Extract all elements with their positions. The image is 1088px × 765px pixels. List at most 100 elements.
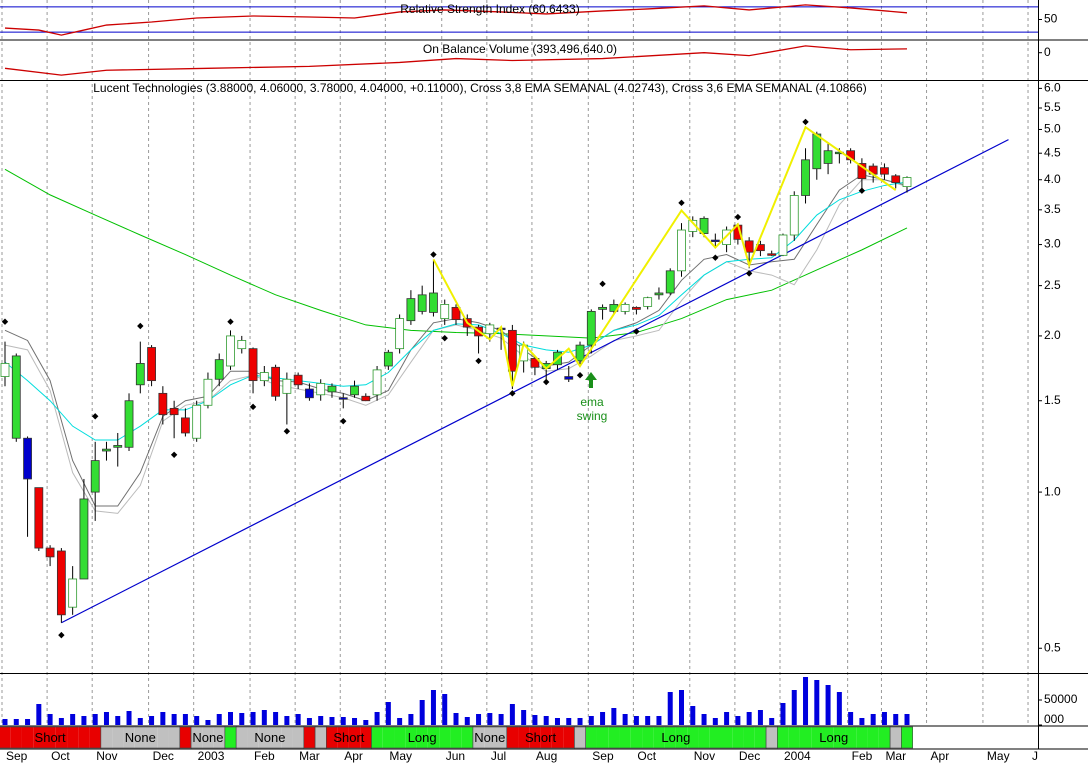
annotation-arrow — [585, 372, 597, 388]
pivot-marker — [678, 199, 685, 207]
pivot-marker — [227, 318, 234, 325]
y-tick-label: 4.5 — [1044, 145, 1061, 159]
pivot-marker — [170, 451, 178, 458]
pivot-marker — [92, 413, 99, 420]
volume-bar — [633, 716, 639, 725]
signal-segment — [450, 727, 462, 748]
signal-label: None — [125, 730, 156, 745]
signal-segment — [845, 727, 857, 748]
volume-bar — [81, 716, 87, 725]
y-tick-label: 0 — [1044, 45, 1051, 59]
volume-bar — [464, 717, 470, 725]
candle-body — [643, 297, 653, 307]
pivot-marker — [599, 280, 606, 288]
signal-segment — [901, 727, 913, 748]
signal-segment — [360, 727, 372, 748]
volume-bar — [532, 715, 538, 725]
signal-segment — [213, 727, 225, 748]
signal-segment — [337, 727, 349, 748]
volume-bar — [656, 716, 662, 725]
signal-segment — [698, 727, 710, 748]
candle-body — [192, 404, 202, 439]
pivot-marker — [712, 254, 719, 261]
pivot-marker — [802, 118, 809, 126]
candle-body — [744, 240, 754, 253]
x-tick-label: May — [389, 749, 412, 763]
volume-bar — [160, 712, 166, 725]
volume-bar — [487, 713, 493, 725]
volume-bar — [25, 719, 31, 725]
signal-segment — [878, 727, 891, 748]
volume-bar — [543, 716, 549, 725]
pivot-marker — [340, 417, 347, 425]
candle-body — [395, 318, 405, 350]
volume-bar — [250, 712, 256, 725]
candle-body — [440, 304, 450, 319]
candle-body — [135, 363, 145, 386]
volume-bar — [453, 713, 459, 725]
candle-body — [90, 460, 100, 493]
signal-segment — [405, 727, 417, 748]
volume-bar — [476, 714, 482, 725]
trendline — [61, 139, 1009, 624]
candle-body — [248, 348, 258, 382]
signal-segment — [687, 727, 699, 748]
candle-body — [665, 270, 675, 294]
candle-body — [169, 407, 179, 416]
signal-segment — [585, 727, 597, 748]
candle-body — [23, 437, 32, 480]
volume-bar — [419, 700, 425, 725]
volume-bar — [881, 712, 887, 725]
pivot-marker — [633, 328, 640, 335]
signal-label: Long — [819, 730, 848, 745]
x-tick-label: Feb — [254, 749, 275, 763]
signal-segment — [833, 727, 846, 748]
grid — [1, 0, 1029, 725]
signal-segment — [303, 727, 316, 748]
volume-bar — [295, 714, 301, 725]
volume-bar — [374, 712, 380, 725]
candle-body — [620, 304, 630, 312]
pivot-marker — [734, 213, 742, 221]
volume-bar — [848, 712, 854, 725]
volume-bar — [780, 703, 786, 725]
y-tick-label: 5.0 — [1044, 122, 1061, 136]
volume-bar — [70, 714, 76, 725]
candle-body — [45, 547, 55, 558]
x-tick-label: Aug — [536, 749, 557, 763]
volume-bar — [554, 718, 560, 725]
signal-segment — [709, 727, 721, 748]
pivot-marker — [430, 251, 437, 258]
volume-bar — [340, 717, 346, 725]
candle-body — [767, 253, 777, 256]
signal-segment — [112, 727, 124, 748]
candle-body — [699, 217, 709, 234]
volume-bar — [284, 716, 290, 725]
x-tick-label: J — [1032, 749, 1038, 763]
volume-bar — [509, 704, 515, 725]
signal-segment — [630, 727, 643, 748]
signal-segment — [179, 727, 192, 748]
volume-bar — [103, 712, 109, 725]
signal-segment — [754, 727, 767, 748]
signal-segment — [157, 727, 169, 748]
signal-segment — [281, 727, 293, 748]
volume-bar — [566, 718, 572, 725]
candle-body — [507, 329, 517, 372]
signal-segment — [799, 727, 812, 748]
candle-body — [305, 388, 314, 399]
signal-segment — [292, 727, 304, 748]
y-tick-label: 50 — [1044, 12, 1058, 26]
volume-bar — [385, 702, 391, 725]
candle-body — [654, 292, 664, 296]
signal-segment — [551, 727, 564, 748]
candle-body — [789, 195, 799, 236]
x-tick-label: Oct — [637, 749, 656, 763]
panel-title: On Balance Volume (393,496,640.0) — [423, 42, 617, 56]
candle-body — [338, 397, 348, 400]
volume-bar — [194, 716, 200, 725]
volume-bar — [318, 716, 324, 725]
volume-bar — [904, 714, 910, 725]
x-tick-label: Nov — [96, 749, 117, 763]
